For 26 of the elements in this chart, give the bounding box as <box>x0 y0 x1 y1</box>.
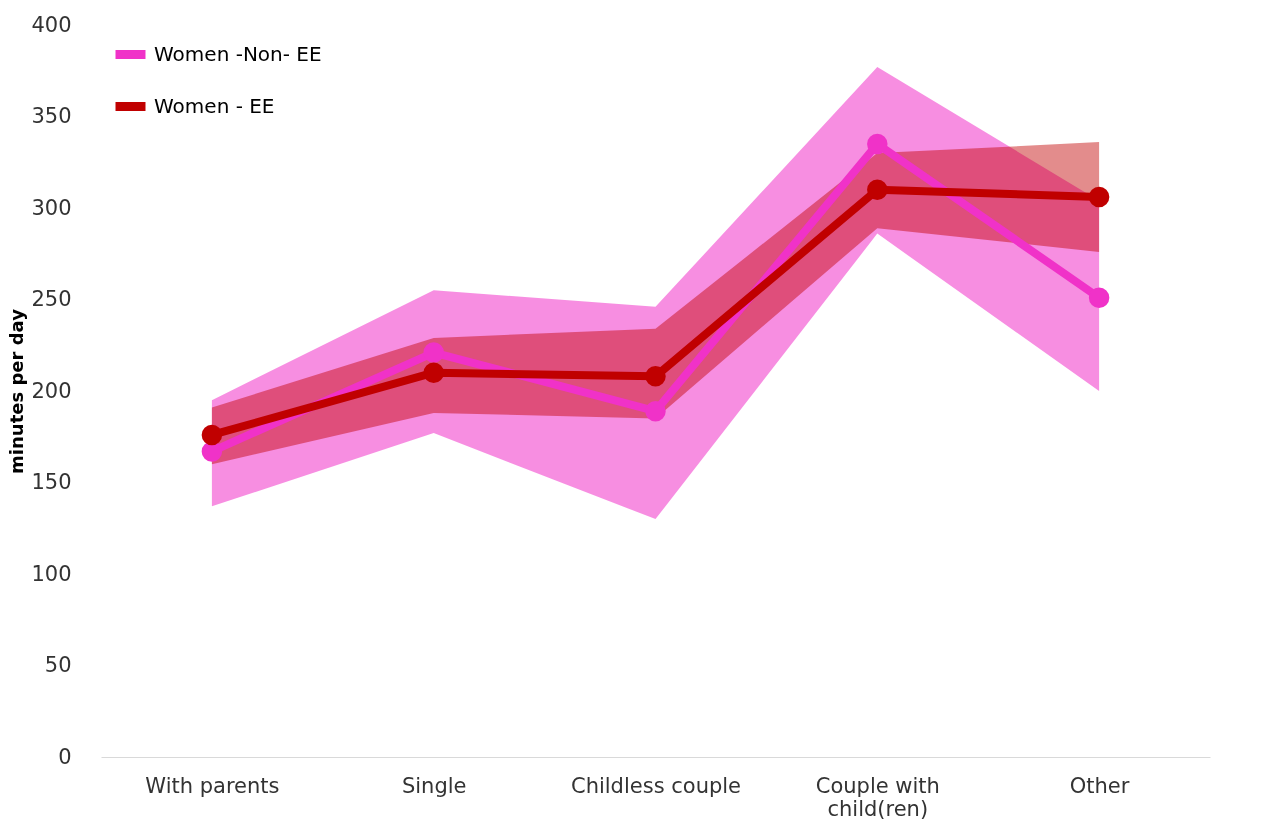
x-tick-label: With parents <box>145 773 280 798</box>
legend-label: Women - EE <box>154 93 275 118</box>
point <box>645 366 666 387</box>
x-tick-label: Childless couple <box>570 773 742 798</box>
y-tick-label: 0 <box>58 744 72 769</box>
x-tick-label: Couple with child(ren) <box>815 773 940 821</box>
y-tick-label: 100 <box>31 561 72 586</box>
y-axis-title: minutes per day <box>6 308 28 474</box>
x-tick-label: Single <box>401 773 467 798</box>
x-tick-label: Other <box>1069 773 1130 798</box>
point <box>645 400 666 422</box>
y-tick-label: 250 <box>31 287 72 311</box>
y-tick-label: 200 <box>31 378 72 403</box>
y-tick-label: 350 <box>31 104 72 128</box>
y-tick-label: 300 <box>31 195 72 220</box>
point <box>423 342 444 363</box>
point <box>867 179 888 200</box>
point <box>867 133 888 155</box>
y-tick-label: 150 <box>31 470 72 494</box>
legend-label: Women -Non- EE <box>154 41 322 66</box>
y-tick-label: 50 <box>44 653 72 677</box>
point <box>423 362 444 383</box>
point <box>1088 287 1110 308</box>
y-tick-label: 400 <box>31 12 72 37</box>
point <box>1088 186 1110 208</box>
point <box>201 424 223 446</box>
